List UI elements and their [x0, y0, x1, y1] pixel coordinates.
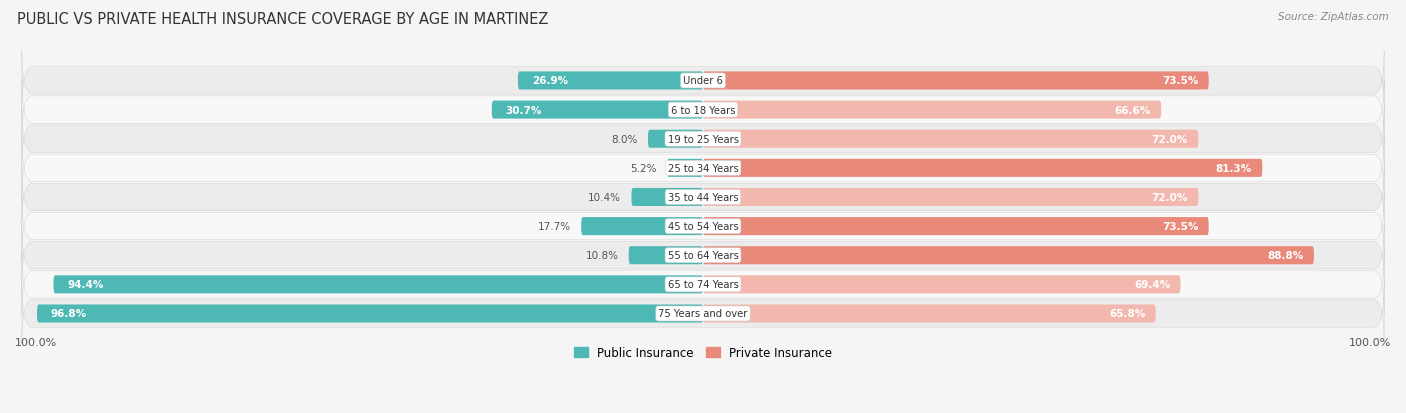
Text: 30.7%: 30.7% — [506, 105, 541, 115]
FancyBboxPatch shape — [703, 218, 1209, 235]
Text: 8.0%: 8.0% — [612, 134, 638, 145]
FancyBboxPatch shape — [703, 72, 1209, 90]
Text: 65.8%: 65.8% — [1109, 309, 1146, 319]
FancyBboxPatch shape — [631, 188, 703, 206]
Text: Under 6: Under 6 — [683, 76, 723, 86]
Text: PUBLIC VS PRIVATE HEALTH INSURANCE COVERAGE BY AGE IN MARTINEZ: PUBLIC VS PRIVATE HEALTH INSURANCE COVER… — [17, 12, 548, 27]
FancyBboxPatch shape — [22, 109, 1384, 169]
Text: 65 to 74 Years: 65 to 74 Years — [668, 280, 738, 290]
Text: 73.5%: 73.5% — [1161, 221, 1198, 232]
Text: 17.7%: 17.7% — [537, 221, 571, 232]
FancyBboxPatch shape — [22, 168, 1384, 228]
Text: 88.8%: 88.8% — [1267, 251, 1303, 261]
FancyBboxPatch shape — [37, 305, 703, 323]
FancyBboxPatch shape — [703, 159, 1263, 178]
FancyBboxPatch shape — [22, 138, 1384, 198]
FancyBboxPatch shape — [668, 159, 703, 178]
Text: 35 to 44 Years: 35 to 44 Years — [668, 192, 738, 202]
FancyBboxPatch shape — [628, 247, 703, 265]
FancyBboxPatch shape — [492, 101, 703, 119]
Text: 66.6%: 66.6% — [1115, 105, 1152, 115]
Text: 72.0%: 72.0% — [1152, 192, 1188, 202]
Text: 55 to 64 Years: 55 to 64 Years — [668, 251, 738, 261]
Text: 73.5%: 73.5% — [1161, 76, 1198, 86]
Text: 5.2%: 5.2% — [630, 164, 657, 173]
Text: 81.3%: 81.3% — [1216, 164, 1251, 173]
FancyBboxPatch shape — [22, 255, 1384, 315]
FancyBboxPatch shape — [22, 81, 1384, 140]
Text: 100.0%: 100.0% — [1348, 337, 1391, 347]
FancyBboxPatch shape — [648, 131, 703, 148]
Text: 6 to 18 Years: 6 to 18 Years — [671, 105, 735, 115]
Text: Source: ZipAtlas.com: Source: ZipAtlas.com — [1278, 12, 1389, 22]
FancyBboxPatch shape — [703, 305, 1156, 323]
Text: 69.4%: 69.4% — [1133, 280, 1170, 290]
FancyBboxPatch shape — [703, 275, 1181, 294]
FancyBboxPatch shape — [581, 218, 703, 235]
FancyBboxPatch shape — [703, 247, 1315, 265]
Text: 10.4%: 10.4% — [588, 192, 621, 202]
Text: 25 to 34 Years: 25 to 34 Years — [668, 164, 738, 173]
Text: 26.9%: 26.9% — [531, 76, 568, 86]
Legend: Public Insurance, Private Insurance: Public Insurance, Private Insurance — [569, 342, 837, 364]
FancyBboxPatch shape — [517, 72, 703, 90]
Text: 96.8%: 96.8% — [51, 309, 87, 319]
FancyBboxPatch shape — [703, 188, 1198, 206]
FancyBboxPatch shape — [703, 131, 1198, 148]
Text: 72.0%: 72.0% — [1152, 134, 1188, 145]
Text: 10.8%: 10.8% — [585, 251, 619, 261]
FancyBboxPatch shape — [22, 197, 1384, 256]
FancyBboxPatch shape — [703, 101, 1161, 119]
Text: 45 to 54 Years: 45 to 54 Years — [668, 221, 738, 232]
Text: 94.4%: 94.4% — [67, 280, 104, 290]
FancyBboxPatch shape — [53, 275, 703, 294]
FancyBboxPatch shape — [22, 51, 1384, 111]
Text: 75 Years and over: 75 Years and over — [658, 309, 748, 319]
FancyBboxPatch shape — [22, 284, 1384, 344]
Text: 19 to 25 Years: 19 to 25 Years — [668, 134, 738, 145]
Text: 100.0%: 100.0% — [15, 337, 58, 347]
FancyBboxPatch shape — [22, 225, 1384, 285]
